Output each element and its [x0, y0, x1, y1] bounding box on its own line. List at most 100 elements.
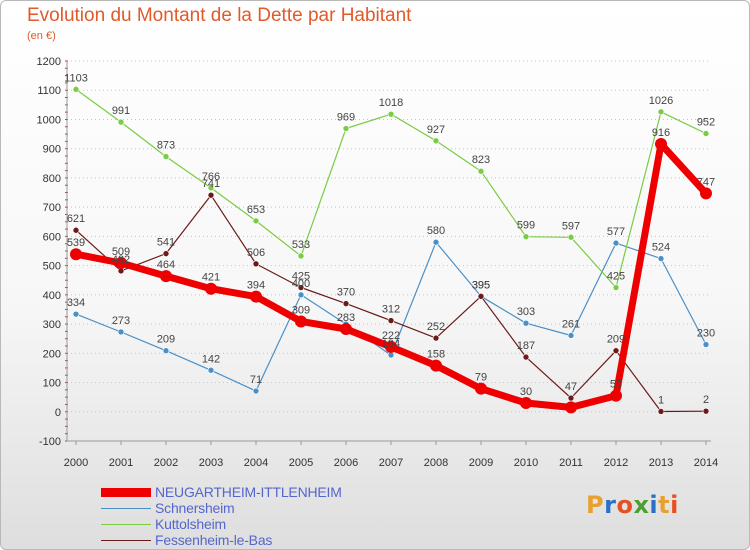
data-point — [387, 351, 395, 359]
data-label: 747 — [697, 176, 715, 188]
data-label: 509 — [112, 246, 130, 258]
data-point — [432, 334, 440, 342]
y-tick-label: 100 — [43, 378, 61, 390]
data-point — [610, 389, 622, 402]
data-label: 482 — [112, 254, 130, 266]
data-label: 741 — [202, 178, 220, 190]
data-label: 823 — [472, 154, 490, 166]
x-tick-label: 2004 — [244, 457, 268, 469]
data-point — [295, 315, 307, 328]
logo-letter: i — [649, 491, 659, 519]
y-tick-label: 700 — [43, 202, 61, 214]
logo-letter: o — [616, 491, 634, 519]
data-point — [162, 153, 170, 160]
data-point — [297, 252, 305, 260]
data-point — [477, 167, 485, 175]
x-tick-label: 2000 — [64, 457, 88, 469]
data-point — [477, 293, 485, 300]
data-point — [342, 125, 350, 132]
data-point — [207, 184, 215, 192]
data-label: 653 — [247, 204, 265, 216]
y-tick-label: 1100 — [37, 85, 61, 97]
legend-item-kuttolsheim: Kuttolsheim — [101, 516, 421, 533]
data-point — [612, 284, 620, 291]
data-point — [567, 394, 575, 402]
chart-title: Evolution du Montant de la Dette par Hab… — [27, 5, 412, 26]
data-point — [342, 300, 350, 307]
x-tick-label: 2006 — [334, 457, 358, 469]
data-label: 222 — [382, 330, 400, 342]
data-label: 194 — [382, 338, 400, 350]
legend-label-neugartheim: NEUGARTHEIM-ITTLENHEIM — [155, 484, 342, 500]
logo-letter: x — [633, 491, 650, 519]
legend-swatch-kuttolsheim — [101, 524, 151, 525]
data-label: 283 — [337, 312, 355, 324]
data-label: 766 — [202, 171, 220, 183]
legend-label-fessenheim: Fessenheim-le-Bas — [155, 532, 273, 548]
data-point — [160, 270, 172, 283]
data-label: 71 — [250, 374, 262, 386]
data-point — [162, 347, 170, 354]
data-label: 506 — [247, 247, 265, 259]
y-tick-label: 500 — [43, 261, 61, 273]
legend-swatch-neugartheim — [101, 488, 151, 497]
data-point — [297, 291, 305, 299]
data-label: 370 — [337, 287, 355, 299]
x-tick-label: 2005 — [289, 457, 313, 469]
data-label: 873 — [157, 140, 175, 152]
data-point — [612, 239, 620, 247]
data-point — [567, 233, 575, 241]
data-label: 309 — [292, 304, 310, 316]
data-label: 621 — [67, 213, 85, 225]
data-label: 261 — [562, 318, 580, 330]
data-label: 303 — [517, 306, 535, 318]
y-tick-label: 900 — [43, 144, 61, 156]
data-label: 425 — [607, 271, 625, 283]
data-point — [297, 284, 305, 291]
data-point — [522, 233, 530, 240]
data-label: 991 — [112, 105, 130, 117]
data-point — [72, 226, 80, 234]
y-tick-label: 300 — [43, 319, 61, 331]
data-label: 539 — [67, 237, 85, 249]
data-point — [657, 108, 665, 116]
legend-item-fessenheim: Fessenheim-le-Bas — [101, 532, 421, 549]
data-label: 597 — [562, 220, 580, 232]
data-label: 142 — [202, 353, 220, 365]
data-label: 1026 — [649, 95, 673, 107]
data-label: 421 — [202, 272, 220, 284]
y-tick-label: 400 — [43, 290, 61, 302]
x-tick-label: 2011 — [559, 457, 583, 469]
x-tick-label: 2008 — [424, 457, 448, 469]
data-label: 533 — [292, 239, 310, 251]
data-point — [207, 366, 215, 374]
x-tick-label: 2010 — [514, 457, 538, 469]
data-label: 394 — [247, 280, 265, 292]
data-point — [207, 191, 215, 199]
data-point — [252, 260, 260, 268]
data-label: 524 — [652, 242, 670, 254]
data-point — [567, 332, 575, 339]
data-point — [115, 256, 127, 269]
data-point — [385, 340, 397, 353]
data-label: 580 — [427, 225, 445, 237]
data-point — [565, 401, 577, 414]
data-point — [432, 238, 440, 246]
data-point — [387, 317, 395, 324]
data-label: 400 — [292, 278, 310, 290]
legend-item-neugartheim: NEUGARTHEIM-ITTLENHEIM — [101, 484, 421, 501]
data-label: 395 — [472, 279, 490, 291]
logo-letter: t — [658, 491, 671, 519]
logo-letter: i — [670, 491, 679, 519]
data-label: 334 — [67, 297, 85, 309]
data-point — [657, 255, 665, 262]
data-point — [612, 347, 620, 354]
chart-subtitle: (en €) — [27, 30, 56, 42]
data-point — [702, 341, 710, 348]
data-point — [520, 397, 532, 409]
data-label: 969 — [337, 112, 355, 124]
data-point — [117, 328, 125, 336]
data-point — [205, 282, 217, 295]
legend-swatch-fessenheim — [101, 540, 151, 541]
x-tick-label: 2003 — [199, 457, 223, 469]
